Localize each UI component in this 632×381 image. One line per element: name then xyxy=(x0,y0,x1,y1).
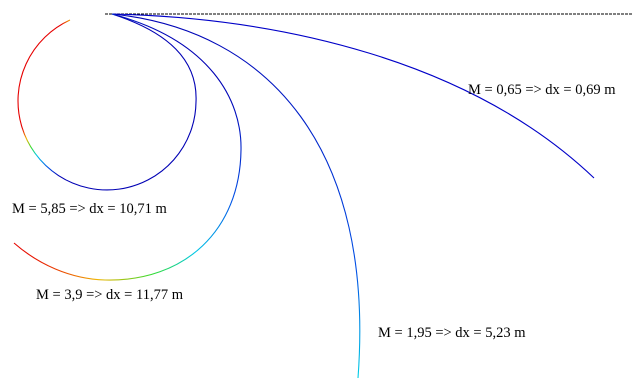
label-m-39: M = 3,9 => dx = 11,77 m xyxy=(36,287,184,303)
label-m-195: M = 1,95 => dx = 5,23 m xyxy=(378,325,526,341)
label-m-065: M = 0,65 => dx = 0,69 m xyxy=(468,82,616,98)
trajectory-m-585 xyxy=(17,13,197,191)
trajectory-m-195 xyxy=(111,13,361,379)
trajectory-m-065 xyxy=(111,13,595,179)
label-m-585: M = 5,85 => dx = 10,71 m xyxy=(12,201,167,217)
trajectory-m-39 xyxy=(13,13,242,281)
